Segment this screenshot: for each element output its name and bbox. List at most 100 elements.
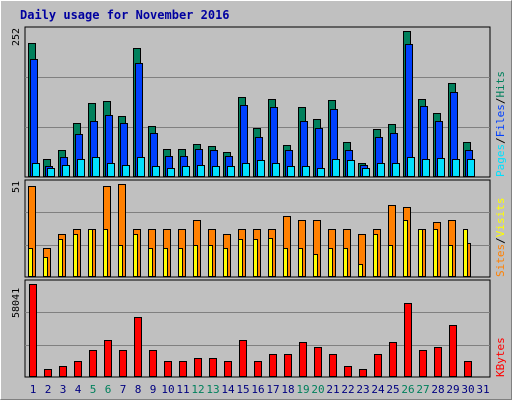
visits-bar: [163, 248, 168, 277]
x-tick-label: 11: [176, 383, 189, 396]
visits-bar: [73, 234, 78, 277]
files-bar: [405, 44, 413, 177]
visits-bar: [223, 248, 228, 277]
kbytes-bar: [194, 358, 202, 377]
kbytes-bar: [449, 325, 457, 377]
x-tick-label: 5: [90, 383, 97, 396]
kbytes-bar: [89, 350, 97, 377]
x-tick-label: 13: [206, 383, 219, 396]
visits-bar: [88, 229, 93, 277]
legend-kbytes: KBytes: [494, 337, 507, 377]
visits-bar: [43, 257, 48, 277]
chart-title: Daily usage for November 2016: [20, 8, 230, 22]
visits-bar: [178, 248, 183, 277]
x-tick-label: 3: [60, 383, 67, 396]
visits-bar: [193, 245, 198, 277]
pages-bar: [302, 166, 310, 177]
pages-bar: [167, 168, 175, 177]
pages-bar: [467, 159, 475, 177]
legend-pages: Pages: [494, 144, 507, 177]
x-tick-label: 24: [371, 383, 385, 396]
kbytes-bar: [119, 350, 127, 377]
visits-bar: [343, 248, 348, 277]
visits-bar: [373, 234, 378, 277]
kbytes-bar: [134, 317, 142, 377]
kbytes-bar: [104, 340, 112, 377]
kbytes-bar: [419, 350, 427, 377]
visits-bar: [118, 245, 123, 277]
kbytes-bar: [269, 354, 277, 377]
pages-bar: [122, 165, 130, 177]
visits-bar: [433, 229, 438, 277]
kbytes-bar: [284, 354, 292, 377]
kbytes-bar: [224, 361, 232, 377]
pages-bar: [77, 159, 85, 177]
x-tick-label: 18: [281, 383, 294, 396]
x-tick-label: 12: [191, 383, 204, 396]
x-tick-label: 9: [150, 383, 157, 396]
visits-bar: [208, 245, 213, 277]
x-tick-label: 1: [30, 383, 37, 396]
pages-bar: [347, 160, 355, 177]
x-tick-label: 22: [341, 383, 354, 396]
legend-separator: /: [494, 237, 507, 244]
visits-bar: [148, 248, 153, 277]
x-tick-label: 20: [311, 383, 324, 396]
x-tick-label: 30: [461, 383, 474, 396]
pages-bar: [107, 163, 115, 177]
x-tick-label: 16: [251, 383, 264, 396]
kbytes-bar: [239, 340, 247, 377]
pages-bar: [317, 168, 325, 177]
visits-bar: [328, 248, 333, 277]
kbytes-bar: [149, 350, 157, 377]
kbytes-bar: [74, 361, 82, 377]
kbytes-bar: [299, 342, 307, 377]
kbytes-bar: [329, 354, 337, 377]
kbytes-bar: [179, 361, 187, 377]
visits-bar: [238, 239, 243, 277]
legend-files: Files: [494, 104, 507, 137]
legend-separator: /: [494, 137, 507, 144]
kbytes-bar: [164, 361, 172, 377]
visits-sites-panel: 51: [11, 179, 491, 278]
kbytes-bar: [254, 361, 262, 377]
visits-ytick-max: 51: [11, 181, 22, 193]
visits-bar: [253, 239, 258, 277]
pages-bar: [137, 157, 145, 177]
x-tick-label: 26: [401, 383, 414, 396]
visits-bar: [388, 245, 393, 277]
kbytes-panel: 58041: [11, 279, 491, 378]
x-tick-label: 6: [105, 383, 112, 396]
visits-bar: [28, 248, 33, 277]
kbytes-bar: [209, 358, 217, 377]
x-tick-label: 19: [296, 383, 309, 396]
kbytes-bar: [344, 366, 352, 377]
x-tick-label: 31: [476, 383, 489, 396]
kbytes-plot-area: [24, 279, 491, 378]
pages-bar: [422, 159, 430, 177]
kbytes-bar: [44, 369, 52, 377]
pages-bar: [182, 166, 190, 177]
visits-bar: [133, 234, 138, 277]
pages-bar: [392, 163, 400, 177]
pages-bar: [257, 160, 265, 177]
legend-hits: Hits: [494, 71, 507, 98]
legend-separator: /: [494, 98, 507, 105]
visits-bar: [358, 264, 363, 277]
pages-bar: [377, 163, 385, 177]
kbytes-bar: [434, 347, 442, 377]
kbytes-ytick-max: 58041: [11, 288, 22, 318]
files-bar: [30, 59, 38, 177]
visits-bar: [58, 239, 63, 277]
pages-bar: [32, 163, 40, 177]
x-tick-label: 8: [135, 383, 142, 396]
visits-bar: [268, 238, 273, 277]
pages-bar: [197, 165, 205, 177]
hits-files-pages-panel: 252: [11, 26, 491, 178]
x-tick-label: 21: [326, 383, 339, 396]
visits-bar: [298, 248, 303, 277]
visits-bar: [313, 254, 318, 277]
x-tick-label: 25: [386, 383, 399, 396]
